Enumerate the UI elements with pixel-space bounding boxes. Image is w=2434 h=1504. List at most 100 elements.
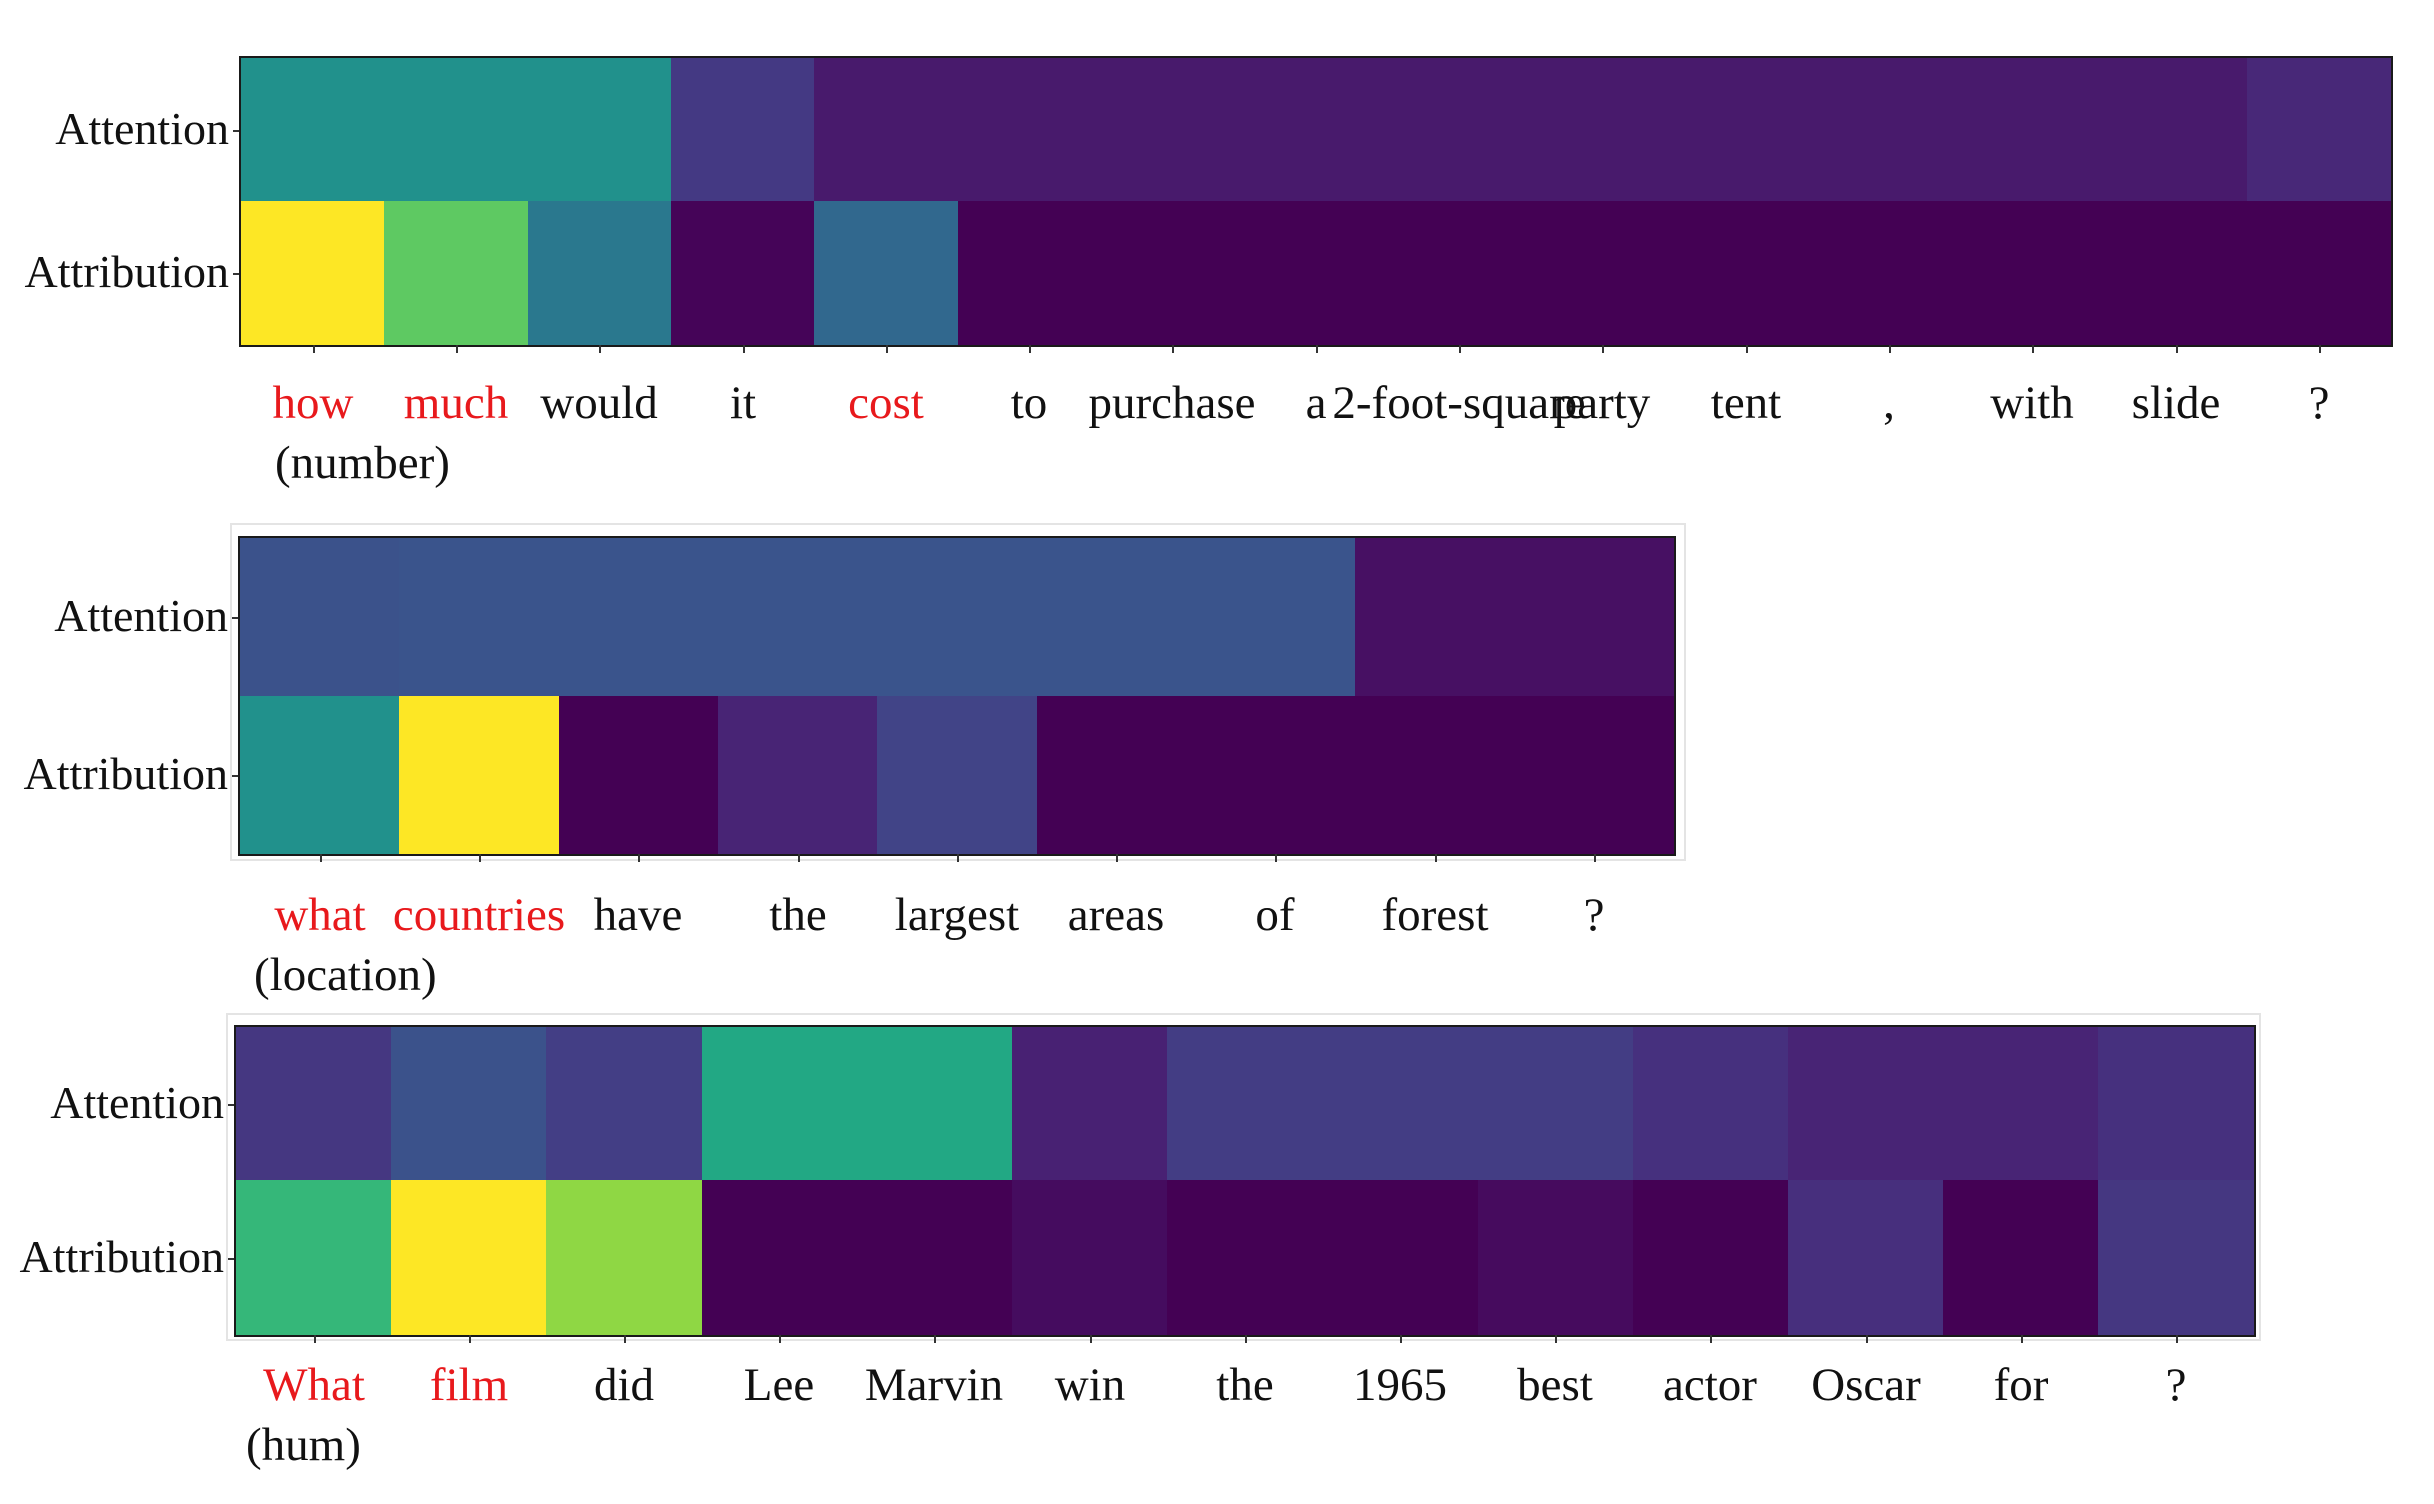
x-tick [886,345,888,353]
heatmap-cell-attention [1244,58,1387,201]
x-tick [1090,1335,1092,1343]
heatmap-cell-attribution [1478,1180,1633,1335]
heatmap-cell-attribution [1788,1180,1943,1335]
heatmap-cell-attention [236,1027,391,1180]
heatmap-cell-attention [2104,58,2247,201]
heatmap-cell-attention [1101,58,1244,201]
token-label: would [540,377,658,429]
x-tick [934,1335,936,1343]
token-label: , [1883,377,1895,429]
heatmap-cell-attention [399,538,559,696]
heatmap-cell-attribution [2247,201,2391,345]
x-tick [1400,1335,1402,1343]
category-label: (number) [275,437,450,489]
token-label: ? [2308,377,2330,429]
row-label-attribution: Attribution [23,748,228,799]
heatmap-cell-attribution [1322,1180,1478,1335]
token-label: for [1993,1359,2049,1411]
heatmap-cell-attribution [1167,1180,1322,1335]
heatmap-cell-attention [546,1027,702,1180]
token-label: of [1255,889,1295,941]
heatmap-cell-attention [241,58,384,201]
heatmap-cell-attention [1196,538,1355,696]
heatmap-cell-attribution [814,201,958,345]
x-tick [1116,854,1118,862]
heatmap-cell-attribution [718,696,877,854]
heatmap-cell-attribution [857,1180,1012,1335]
x-tick [1746,345,1748,353]
x-tick [313,345,315,353]
panel-frame [226,1013,2261,1341]
token-label: Lee [743,1359,815,1411]
heatmap-cell-attention [384,58,528,201]
heatmap-cell-attribution [391,1180,546,1335]
heatmap-cell-attribution [1943,1180,2098,1335]
heatmap-cell-attention [814,58,958,201]
heatmap-cell-attribution [1674,201,1817,345]
token-label: Oscar [1811,1359,1921,1411]
heatmap-cell-attribution [559,696,718,854]
x-tick [1594,854,1596,862]
x-tick [1866,1335,1868,1343]
token-label: how [272,377,354,429]
row-label-attention: Attention [54,590,228,641]
heatmap-3 [234,1025,2256,1337]
heatmap-1 [239,56,2393,347]
x-tick [2032,345,2034,353]
x-tick [1889,345,1891,353]
y-tick [233,273,241,275]
heatmap-cell-attention [1167,1027,1322,1180]
heatmap-cell-attribution [1514,696,1674,854]
token-label: a [1305,377,1327,429]
row-label-attention: Attention [50,1076,224,1128]
x-tick [469,1335,471,1343]
heatmap-cell-attention [391,1027,546,1180]
row-label-attribution: Attribution [24,246,229,297]
x-tick [1245,1335,1247,1343]
x-tick [2319,345,2321,353]
token-label: slide [2131,377,2221,429]
heatmap-cell-attribution [671,201,814,345]
token-label: areas [1067,889,1165,941]
heatmap-cell-attention [702,1027,857,1180]
x-tick [2176,1335,2178,1343]
heatmap-cell-attention [1961,58,2104,201]
heatmap-cell-attention [1788,1027,1943,1180]
heatmap-cell-attention [857,1027,1012,1180]
x-tick [456,345,458,353]
x-tick [798,854,800,862]
x-tick [1029,345,1031,353]
heatmap-cell-attention [877,538,1037,696]
heatmap-cell-attribution [1244,201,1387,345]
category-label: (location) [254,949,437,1001]
heatmap-cell-attribution [546,1180,702,1335]
token-label: ? [2165,1359,2187,1411]
y-tick [233,129,241,132]
heatmap-cell-attention [1387,58,1531,201]
heatmap-cell-attribution [958,201,1101,345]
x-tick [1459,345,1461,353]
x-tick [479,854,481,862]
row-label-attribution: Attribution [19,1230,224,1282]
heatmap-cell-attribution [399,696,559,854]
token-label: largest [894,889,1020,941]
y-tick [228,1257,236,1260]
x-tick [1710,1335,1712,1343]
heatmap-cell-attribution [1817,201,1961,345]
x-tick [2176,345,2178,353]
token-label: it [729,377,757,429]
x-tick [1602,345,1604,353]
token-label: forest [1381,889,1489,941]
token-label: purchase [1088,377,1256,429]
heatmap-cell-attribution [240,696,399,854]
y-tick [232,775,240,777]
token-label: much [403,377,509,429]
y-tick [232,617,240,619]
token-label: have [593,889,683,941]
heatmap-cell-attribution [1012,1180,1167,1335]
token-label: film [429,1359,509,1411]
x-tick [638,854,640,862]
heatmap-2 [238,536,1676,856]
token-label: countries [392,889,566,941]
x-tick [314,1335,316,1343]
